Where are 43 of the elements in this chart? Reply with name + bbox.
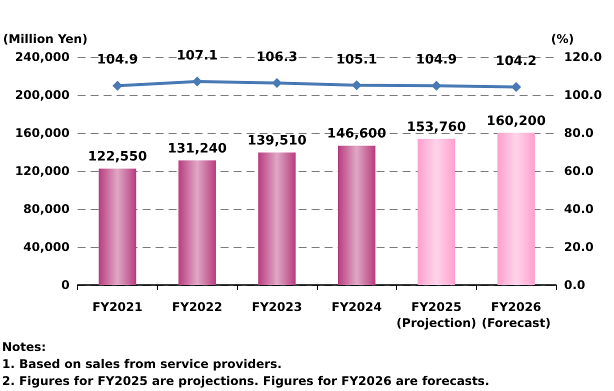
bar (418, 138, 456, 285)
data-label: 106.3 (256, 50, 298, 66)
data-label: 107.1 (176, 48, 218, 64)
x-tick-label: FY2026 (Forecast) (482, 300, 551, 330)
y2-tick-label: 100.0 (564, 88, 602, 102)
x-tick-label: FY2022 (172, 300, 222, 314)
x-tick-label: FY2021 (92, 300, 143, 314)
y2-axis-title: (%) (551, 32, 574, 46)
bar (258, 152, 296, 285)
data-label: 160,200 (486, 114, 546, 129)
y2-tick-label: 20.0 (564, 240, 594, 254)
x-tick-label: FY2025 (Projection) (396, 300, 476, 330)
bar (338, 146, 376, 285)
data-label: 104.9 (416, 52, 457, 68)
y-tick-label: 240,000 (14, 50, 70, 64)
x-tick-label: FY2024 (332, 300, 382, 314)
y-tick-label: 200,000 (14, 88, 70, 102)
y-axis-title: (Million Yen) (2, 32, 88, 46)
data-label: 105.1 (336, 52, 378, 68)
y-tick-label: 160,000 (14, 126, 70, 140)
y-tick-label: 120,000 (14, 164, 70, 178)
y2-tick-label: 0.0 (564, 278, 586, 292)
data-label: 153,760 (406, 120, 466, 135)
bar (178, 160, 216, 285)
y-tick-label: 40,000 (23, 240, 70, 254)
y-tick-label: 0 (61, 278, 70, 292)
x-tick-label: FY2023 (252, 300, 302, 314)
data-label: 131,240 (168, 141, 227, 156)
text: Notes: (2, 340, 46, 354)
data-label: 104.9 (96, 52, 138, 68)
data-label: 104.2 (496, 54, 537, 70)
data-label: 122,550 (88, 150, 148, 165)
y2-tick-label: 120.0 (564, 50, 602, 64)
bar (497, 132, 535, 285)
data-label: 146,600 (327, 126, 386, 142)
text: 1. Based on sales from service providers. (2, 357, 282, 371)
y2-tick-label: 80.0 (564, 126, 594, 140)
data-label: 139,510 (247, 133, 307, 148)
y2-tick-label: 60.0 (564, 164, 594, 178)
y2-tick-label: 40.0 (564, 202, 594, 216)
y-tick-label: 80,000 (23, 202, 70, 216)
text: 2. Figures for FY2025 are projections. Figures for FY2026 are forecasts. (2, 374, 490, 388)
bar (98, 168, 136, 285)
